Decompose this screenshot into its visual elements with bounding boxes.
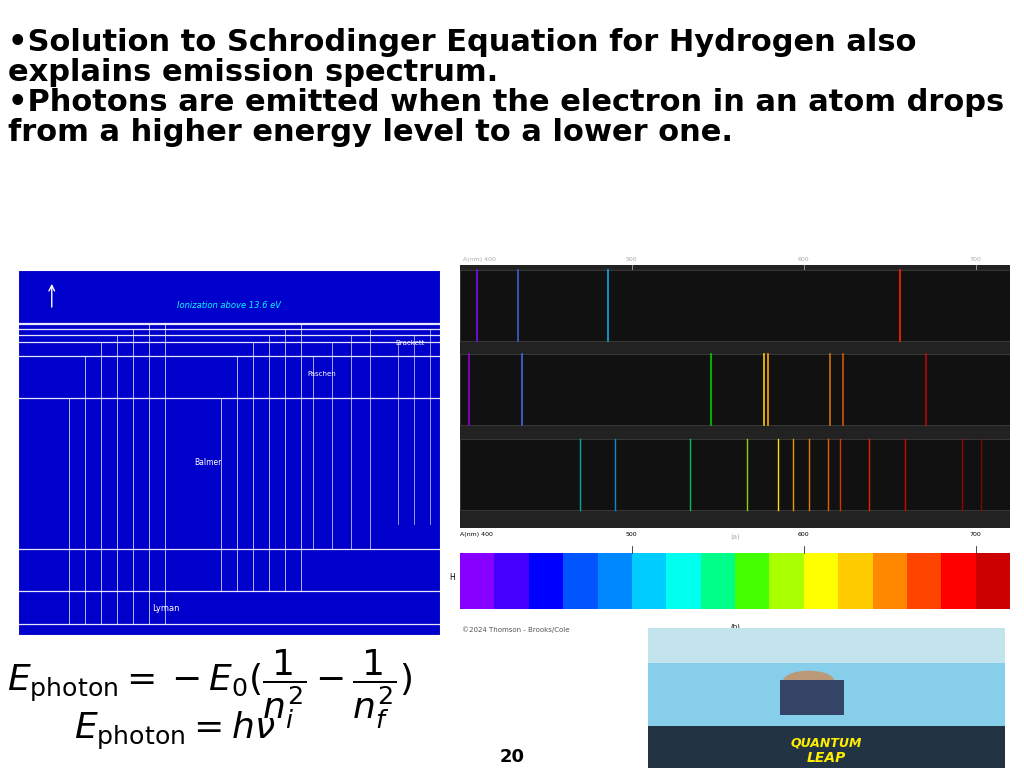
Text: •Solution to Schrodinger Equation for Hydrogen also: •Solution to Schrodinger Equation for Hy… — [8, 28, 916, 57]
Text: A(nm) 400: A(nm) 400 — [464, 257, 497, 263]
Bar — [667, 553, 700, 609]
Text: 500: 500 — [626, 532, 638, 538]
Text: Paschen: Paschen — [307, 371, 336, 377]
Bar — [460, 354, 1010, 425]
Text: Ionization above 13.6 eV: Ionization above 13.6 eV — [177, 301, 281, 310]
Bar — [648, 628, 1005, 663]
Text: H: H — [450, 301, 455, 310]
Bar — [976, 553, 1010, 609]
Bar — [907, 553, 941, 609]
Bar — [597, 553, 632, 609]
Text: (a): (a) — [730, 534, 740, 540]
Bar — [460, 439, 1010, 510]
Text: 600: 600 — [798, 532, 810, 538]
Bar — [528, 553, 563, 609]
Bar — [769, 553, 804, 609]
Text: ©2024 Thomson - Brooks/Cole: ©2024 Thomson - Brooks/Cole — [462, 626, 569, 633]
Text: LEAP: LEAP — [807, 751, 846, 765]
Text: (b): (b) — [730, 624, 740, 630]
Bar — [804, 553, 838, 609]
Bar — [648, 726, 1005, 768]
Circle shape — [783, 671, 834, 691]
Text: from a higher energy level to a lower one.: from a higher energy level to a lower on… — [8, 118, 733, 147]
Text: 600: 600 — [798, 257, 810, 263]
Text: 20: 20 — [500, 748, 524, 766]
Bar — [780, 680, 845, 715]
Text: Brackett: Brackett — [395, 340, 425, 346]
Text: Lyman: Lyman — [152, 604, 179, 613]
Text: H: H — [450, 573, 455, 582]
Text: explains emission spectrum.: explains emission spectrum. — [8, 58, 499, 87]
Bar — [460, 270, 1010, 341]
Bar — [460, 553, 495, 609]
Bar — [941, 553, 976, 609]
Text: •Photons are emitted when the electron in an atom drops: •Photons are emitted when the electron i… — [8, 88, 1005, 117]
Bar — [735, 553, 769, 609]
Text: 700: 700 — [970, 532, 981, 538]
Bar — [700, 553, 735, 609]
Text: $E_{\mathrm{photon}} = h\nu$: $E_{\mathrm{photon}} = h\nu$ — [75, 710, 275, 752]
Bar — [563, 553, 597, 609]
Bar — [872, 553, 907, 609]
Text: Balmer: Balmer — [195, 458, 221, 467]
Text: $E_{\mathrm{photon}} = -E_0(\dfrac{1}{n_i^2} - \dfrac{1}{n_f^2})$: $E_{\mathrm{photon}} = -E_0(\dfrac{1}{n_… — [7, 648, 413, 731]
Text: Hg: Hg — [444, 386, 455, 395]
Bar — [632, 553, 667, 609]
Bar — [838, 553, 872, 609]
Text: 500: 500 — [626, 257, 638, 263]
Bar — [495, 553, 528, 609]
Text: QUANTUM: QUANTUM — [791, 737, 862, 750]
Text: A(nm) 400: A(nm) 400 — [460, 532, 493, 538]
Text: 700: 700 — [970, 257, 981, 263]
Text: Ne: Ne — [444, 469, 455, 478]
